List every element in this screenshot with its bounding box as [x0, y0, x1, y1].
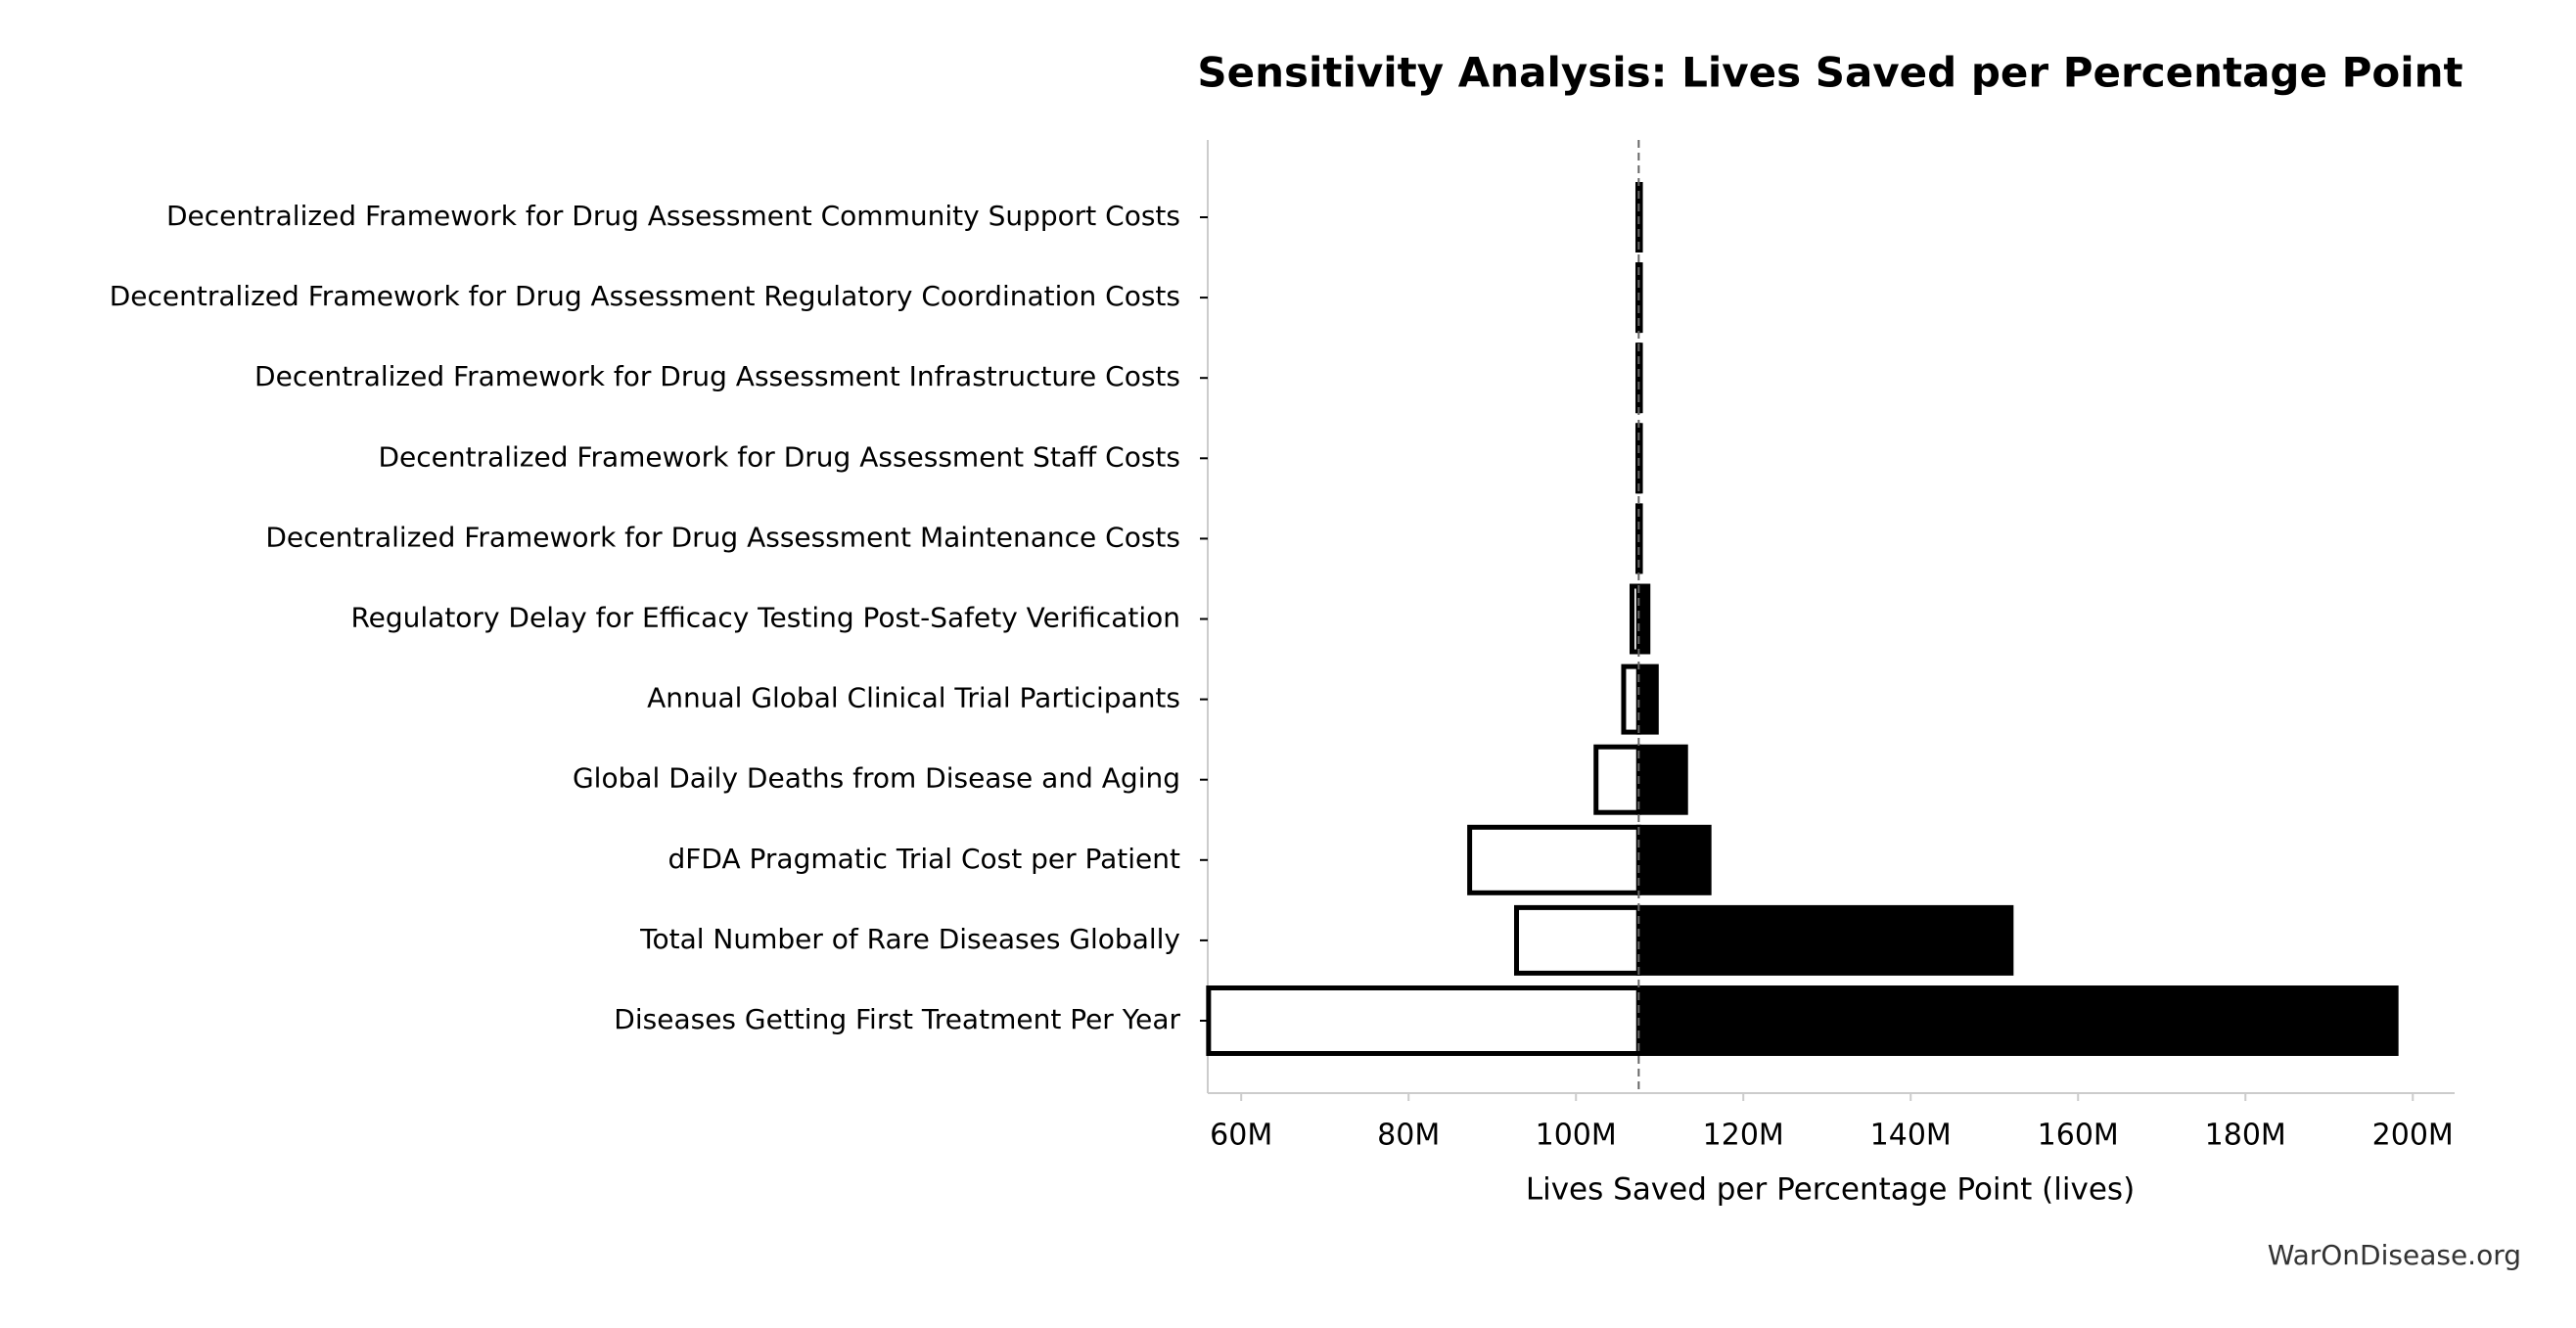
x-tick-label: 200M — [2372, 1119, 2454, 1153]
y-tick-label: Decentralized Framework for Drug Assessm… — [110, 280, 1180, 312]
x-tick-label: 180M — [2205, 1119, 2286, 1153]
x-tick-label: 140M — [1870, 1119, 1952, 1153]
bar — [1635, 985, 2399, 1056]
x-tick-label: 160M — [2038, 1119, 2119, 1153]
x-axis-label: Lives Saved per Percentage Point (lives) — [1526, 1172, 2135, 1208]
x-tick-label: 80M — [1377, 1119, 1440, 1153]
bar — [1206, 985, 1641, 1056]
x-tick-label: 120M — [1703, 1119, 1784, 1153]
y-tick-label: Global Daily Deaths from Disease and Agi… — [573, 762, 1180, 795]
bar — [1593, 744, 1641, 815]
y-tick-label: dFDA Pragmatic Trial Cost per Patient — [668, 843, 1181, 875]
bar — [1514, 904, 1641, 976]
chart-title: Sensitivity Analysis: Lives Saved per Pe… — [1197, 49, 2462, 97]
bar — [1635, 583, 1651, 655]
y-tick-label: Diseases Getting First Treatment Per Yea… — [614, 1003, 1180, 1035]
bar — [1635, 824, 1712, 895]
bar — [1635, 744, 1688, 815]
y-tick-label: Decentralized Framework for Drug Assessm… — [254, 360, 1180, 392]
y-tick-label: Regulatory Delay for Efficacy Testing Po… — [350, 602, 1180, 634]
bar — [1635, 904, 2014, 976]
bar — [1467, 824, 1641, 895]
footer: WarOnDisease.org — [2268, 1239, 2521, 1271]
y-tick-label: Annual Global Clinical Trial Participant… — [647, 682, 1180, 714]
y-tick-label: Decentralized Framework for Drug Assessm… — [378, 440, 1180, 473]
x-tick-label: 100M — [1536, 1119, 1617, 1153]
y-tick-label: Decentralized Framework for Drug Assessm… — [166, 200, 1180, 232]
x-tick-label: 60M — [1210, 1119, 1272, 1153]
y-tick-label: Total Number of Rare Diseases Globally — [639, 923, 1180, 955]
y-tick-label: Decentralized Framework for Drug Assessm… — [265, 521, 1180, 553]
bar — [1635, 664, 1659, 735]
